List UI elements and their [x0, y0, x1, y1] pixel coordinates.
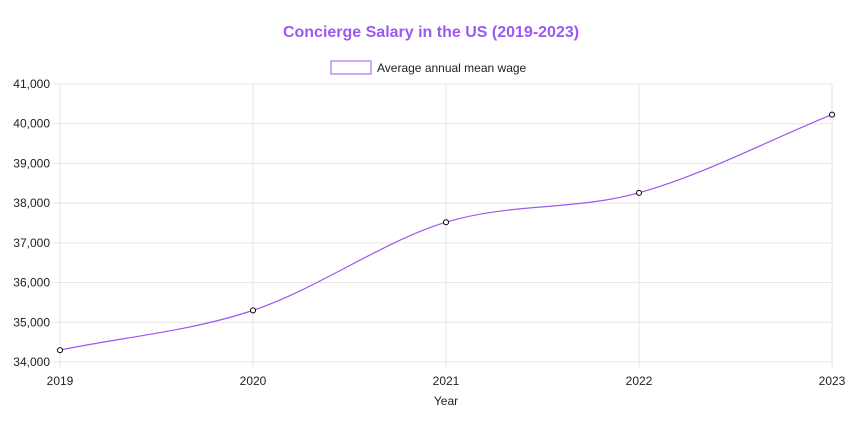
- data-point[interactable]: [829, 111, 835, 118]
- legend-label: Average annual mean wage: [377, 61, 527, 75]
- y-tick-label: 36,000: [13, 276, 50, 290]
- series-layer: [57, 111, 835, 354]
- y-tick-label: 40,000: [13, 117, 50, 131]
- y-tick-label: 35,000: [13, 315, 50, 329]
- y-tick-label: 41,000: [13, 77, 50, 91]
- legend-swatch: [330, 60, 372, 75]
- y-tick-label: 38,000: [13, 196, 50, 210]
- x-tick-label: 2020: [240, 374, 267, 388]
- grid: [59, 83, 833, 363]
- x-tick-label: 2019: [47, 374, 74, 388]
- x-tick-label: 2022: [626, 374, 653, 388]
- x-tick-label: 2021: [433, 374, 460, 388]
- y-tick-label: 37,000: [13, 236, 50, 250]
- data-point[interactable]: [250, 307, 256, 314]
- y-tick-label: 39,000: [13, 156, 50, 170]
- x-tick-label: 2023: [819, 374, 846, 388]
- y-tick-label: 34,000: [13, 355, 50, 369]
- chart-title: Concierge Salary in the US (2019-2023): [283, 24, 579, 41]
- axes: 34,000 35,000 36,000 37,000 38,000 39,000 40,0…: [13, 77, 845, 388]
- data-point[interactable]: [57, 347, 63, 354]
- data-point[interactable]: [443, 219, 449, 226]
- legend[interactable]: Average annual mean wage: [330, 60, 527, 75]
- x-axis-label: Year: [434, 394, 458, 408]
- data-point[interactable]: [636, 189, 642, 196]
